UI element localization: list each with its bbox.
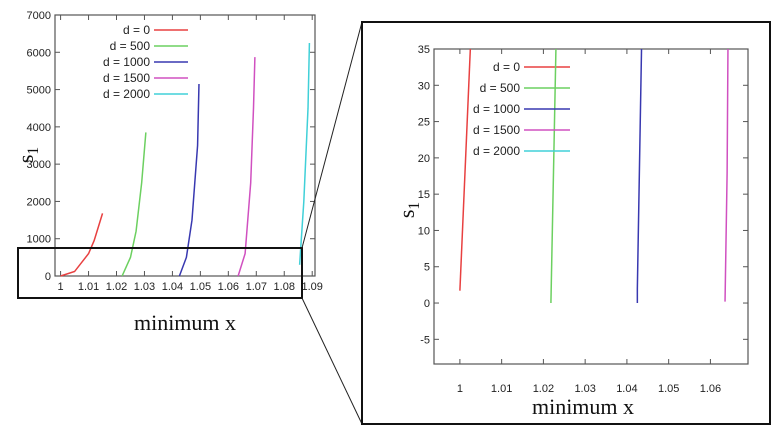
x-tick-label: 1.09 (301, 281, 322, 293)
legend-label: d = 1000 (473, 102, 520, 116)
series-line (636, 48, 643, 304)
series-line (237, 57, 256, 277)
series-line (121, 132, 147, 277)
y-tick-label: 35 (418, 44, 430, 56)
x-tick-label: 1.02 (533, 383, 554, 395)
connector-line (301, 21, 363, 249)
inset-box (361, 21, 771, 425)
x-tick-label: 1.04 (616, 383, 637, 395)
x-axis-label: minimum x (134, 310, 236, 335)
y-tick-label: 30 (418, 80, 430, 92)
series-line (298, 42, 311, 265)
legend-label: d = 500 (110, 39, 151, 53)
legend-label: d = 2000 (473, 144, 520, 158)
legend-label: d = 500 (480, 81, 521, 95)
x-tick-label: 1.04 (162, 281, 183, 293)
legend-label: d = 0 (123, 23, 150, 37)
legend-label: d = 2000 (103, 87, 150, 101)
y-tick-label: 5000 (27, 85, 51, 97)
legend-label: d = 1000 (103, 55, 150, 69)
y-tick-label: 25 (418, 117, 430, 129)
series-line (60, 213, 104, 277)
y-tick-label: 0 (424, 298, 430, 310)
y-tick-label: 3000 (27, 159, 51, 171)
legend-label: d = 1500 (103, 71, 150, 85)
legend-label: d = 0 (493, 60, 520, 74)
series-line (550, 48, 557, 304)
x-tick-label: 1.01 (78, 281, 99, 293)
x-tick-label: 1.08 (274, 281, 295, 293)
x-tick-label: 1.06 (700, 383, 721, 395)
legend-label: d = 1500 (473, 123, 520, 137)
zoom-region-box (17, 247, 303, 299)
x-tick-label: 1.06 (218, 281, 239, 293)
x-tick-label: 1.05 (190, 281, 211, 293)
connector-line (301, 297, 363, 425)
x-axis-label: minimum x (532, 394, 634, 419)
y-tick-label: 10 (418, 225, 430, 237)
x-tick-label: 1.07 (246, 281, 267, 293)
y-tick-label: 5 (424, 262, 430, 274)
x-tick-label: 1 (58, 281, 64, 293)
y-axis-label: s1 (394, 202, 423, 218)
y-tick-label: 4000 (27, 122, 51, 134)
y-tick-label: 7000 (27, 10, 51, 22)
x-tick-label: 1.05 (658, 383, 679, 395)
y-tick-label: 15 (418, 189, 430, 201)
y-tick-label: 20 (418, 153, 430, 165)
series-line (459, 48, 472, 291)
x-tick-label: 1.03 (134, 281, 155, 293)
y-tick-label: 0 (45, 271, 51, 283)
x-tick-label: 1 (457, 383, 463, 395)
x-tick-label: 1.03 (574, 383, 595, 395)
y-tick-label: -5 (420, 334, 430, 346)
series-line (178, 83, 200, 277)
y-tick-label: 6000 (27, 47, 51, 59)
series-line (724, 48, 729, 302)
plot-frame (54, 14, 316, 277)
plot-frame (433, 48, 749, 365)
y-tick-label: 2000 (27, 196, 51, 208)
x-tick-label: 1.02 (106, 281, 127, 293)
x-tick-label: 1.01 (491, 383, 512, 395)
y-axis-label: s1 (13, 147, 42, 163)
y-tick-label: 1000 (27, 234, 51, 246)
